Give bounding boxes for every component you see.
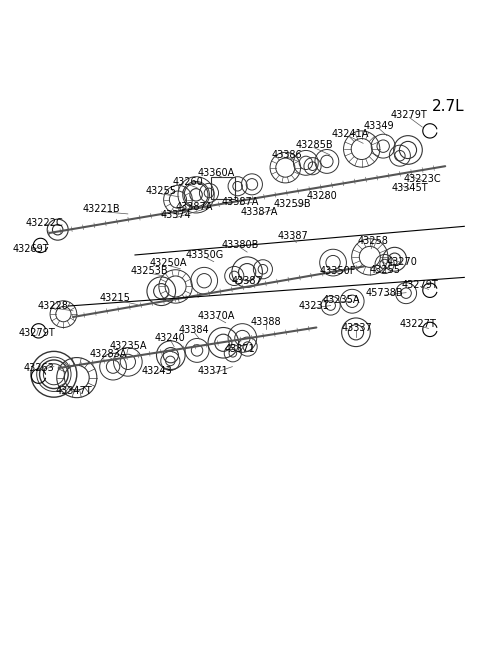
Text: 43349: 43349 xyxy=(363,121,394,131)
Text: 43270: 43270 xyxy=(387,257,418,267)
Text: 43360A: 43360A xyxy=(197,168,235,178)
Text: 43370A: 43370A xyxy=(197,310,235,320)
Text: 43235A: 43235A xyxy=(323,295,360,305)
Text: 43350G: 43350G xyxy=(185,250,223,260)
Text: 43279T: 43279T xyxy=(402,280,439,290)
Text: 43387A: 43387A xyxy=(176,202,213,212)
Text: 43227T: 43227T xyxy=(400,319,437,329)
Text: 43350F: 43350F xyxy=(320,266,356,276)
Text: 43280: 43280 xyxy=(307,191,337,201)
Text: 43235A: 43235A xyxy=(109,341,147,350)
Text: 43253B: 43253B xyxy=(131,266,168,276)
Text: 43345T: 43345T xyxy=(391,183,428,193)
Text: 43279T: 43279T xyxy=(18,328,55,338)
Text: 43258: 43258 xyxy=(357,236,388,246)
Text: 43269T: 43269T xyxy=(12,244,49,253)
Text: 43255: 43255 xyxy=(369,265,400,275)
Text: 43231: 43231 xyxy=(299,301,329,311)
Text: 43243: 43243 xyxy=(142,366,172,377)
Text: 43337: 43337 xyxy=(341,324,372,333)
Text: 43241A: 43241A xyxy=(331,129,369,140)
Text: 43221B: 43221B xyxy=(83,204,120,214)
Text: 43380B: 43380B xyxy=(221,240,259,250)
Text: 43255: 43255 xyxy=(146,187,177,196)
Text: 43371: 43371 xyxy=(225,344,255,354)
Text: 43374: 43374 xyxy=(160,210,191,220)
Text: 43263: 43263 xyxy=(24,363,54,373)
Text: 43240: 43240 xyxy=(155,333,186,343)
Text: 45738B: 45738B xyxy=(366,288,403,298)
Text: 43279T: 43279T xyxy=(391,110,428,120)
Text: 43384: 43384 xyxy=(179,326,209,335)
Text: 43223C: 43223C xyxy=(404,174,441,183)
Text: 2.7L: 2.7L xyxy=(432,100,464,115)
Text: 43387A: 43387A xyxy=(240,207,278,217)
Text: 43259B: 43259B xyxy=(274,199,312,210)
Bar xyxy=(211,177,235,199)
Text: 43386: 43386 xyxy=(272,150,302,160)
Text: 43215: 43215 xyxy=(99,293,131,303)
Text: 43285B: 43285B xyxy=(295,140,333,150)
Text: 43387: 43387 xyxy=(232,276,263,286)
Text: 43283A: 43283A xyxy=(90,349,127,359)
Text: 43387: 43387 xyxy=(277,231,308,241)
Text: 43347T: 43347T xyxy=(55,386,92,396)
Text: 43222C: 43222C xyxy=(25,217,63,227)
Text: 43388: 43388 xyxy=(251,317,282,327)
Text: 43228: 43228 xyxy=(37,301,68,311)
Text: 43260: 43260 xyxy=(172,177,203,187)
Text: 43371: 43371 xyxy=(198,366,228,377)
Text: 43250A: 43250A xyxy=(150,258,187,268)
Text: 43387A: 43387A xyxy=(221,197,259,208)
